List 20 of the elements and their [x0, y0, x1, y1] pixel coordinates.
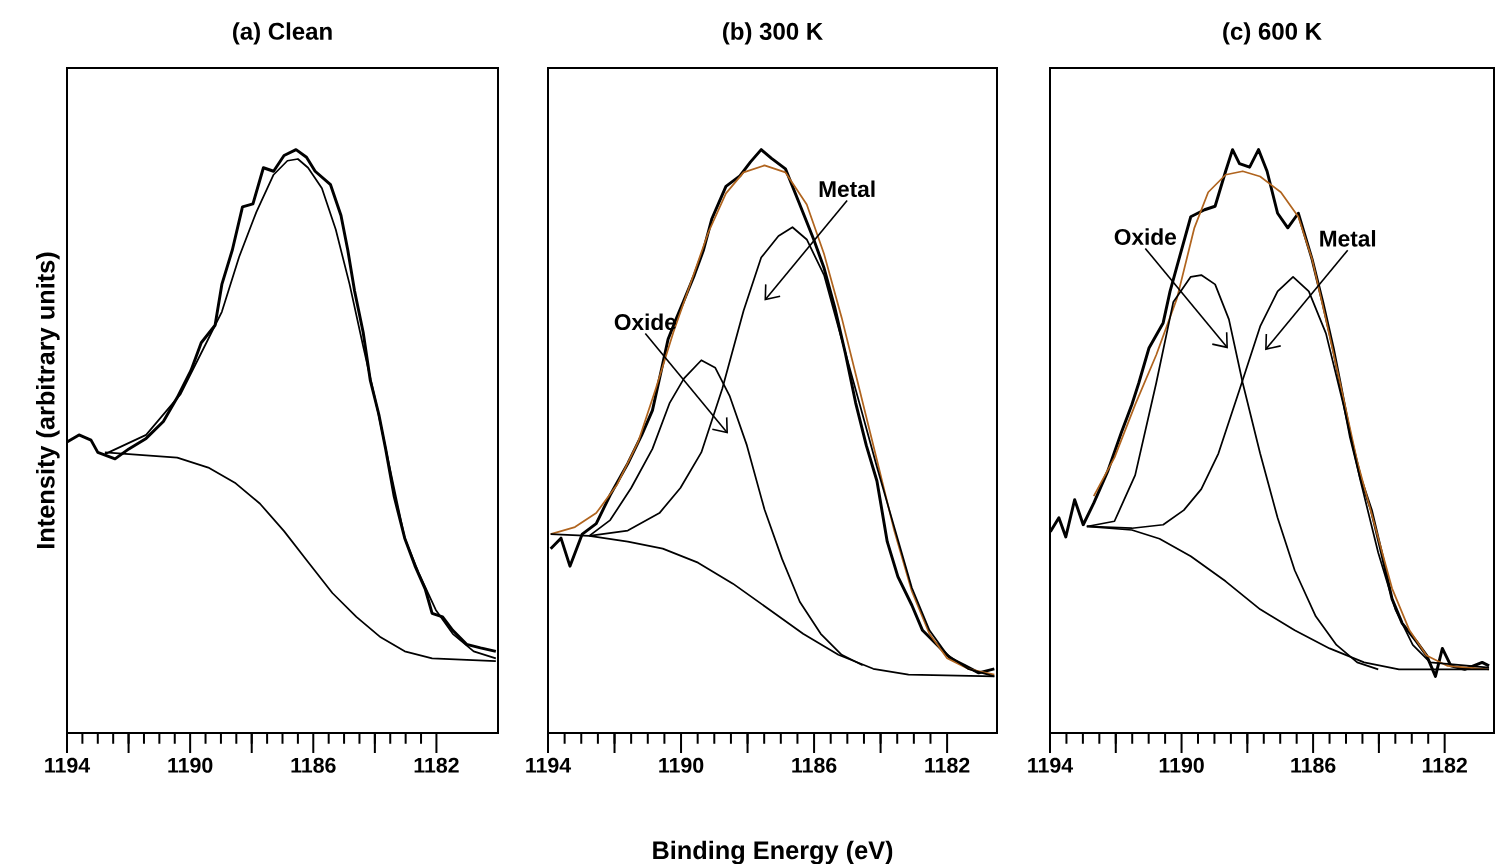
x-tick-label: 1190: [1159, 757, 1204, 773]
chart-title: (b) 300 K: [723, 22, 823, 45]
x-tick-label: 1190: [659, 757, 704, 773]
annotation: Oxide: [1114, 228, 1177, 245]
y-axis-title: Intensity (arbitrary units): [36, 252, 60, 549]
x-tick-label: 1186: [1291, 757, 1336, 773]
x-tick-label: 1190: [168, 757, 213, 773]
annotation: Metal: [1320, 230, 1376, 247]
chart-title: (a) Clean: [233, 22, 332, 45]
x-tick-label: 1186: [291, 757, 336, 773]
x-tick-label: 1186: [792, 757, 837, 773]
chart-title: (c) 600 K: [1223, 22, 1322, 45]
x-axis-title: Binding Energy (eV): [653, 840, 893, 864]
x-tick-label: 1182: [925, 757, 970, 773]
annotation: Metal: [819, 180, 875, 198]
x-tick-label: 1182: [1422, 757, 1467, 773]
x-tick-label: 1194: [1028, 757, 1074, 773]
x-tick-label: 1194: [526, 757, 572, 773]
x-tick-label: 1182: [414, 757, 459, 773]
x-tick-label: 1194: [45, 757, 91, 773]
